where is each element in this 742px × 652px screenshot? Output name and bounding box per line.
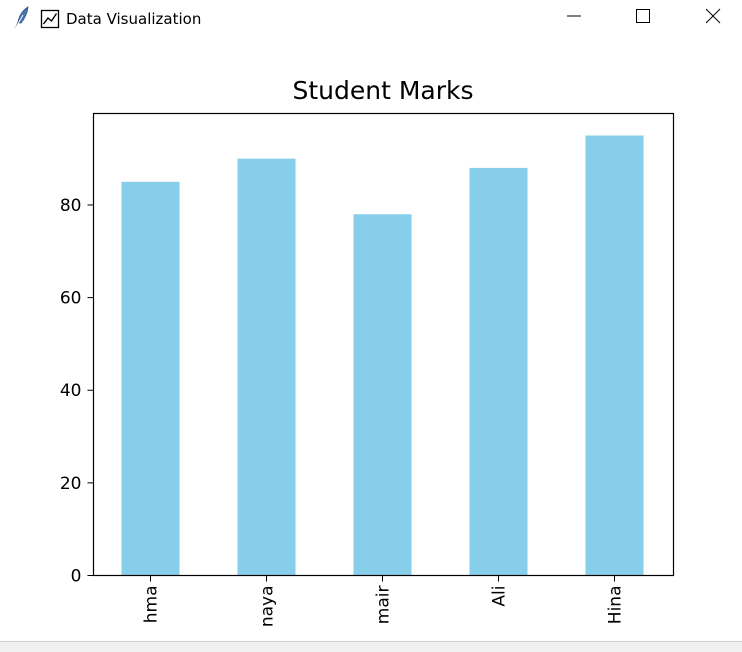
bar-hma (121, 181, 180, 576)
plot-frame (92, 112, 675, 577)
maximize-icon (635, 8, 651, 28)
chart-title: Student Marks (292, 76, 473, 105)
bar-hina (585, 135, 644, 576)
y-tick-label: 60 (60, 289, 82, 309)
chart-line-icon (40, 9, 60, 29)
chart-canvas: Student Marks 0 20 40 60 80 hma naya mair Ali Hi… (0, 38, 742, 641)
x-tick-label: mair (374, 586, 394, 625)
bar-mair (353, 214, 412, 576)
close-button[interactable] (690, 0, 736, 36)
y-tick-label: 40 (60, 381, 82, 401)
x-tick-label: Hina (606, 586, 626, 625)
bars-group (121, 135, 644, 576)
feather-icon (12, 6, 30, 30)
bar-ali (469, 167, 528, 576)
maximize-button[interactable] (620, 0, 666, 36)
x-tick-label: Ali (490, 586, 510, 607)
x-tick-label: hma (142, 586, 162, 624)
minimize-icon (566, 8, 582, 28)
y-tick-label: 80 (60, 196, 82, 216)
x-axis: hma naya mair Ali Hina (142, 575, 626, 628)
window-bottom-edge (0, 641, 742, 652)
window-titlebar: Data Visualization (0, 0, 742, 38)
y-tick-label: 0 (71, 567, 82, 587)
close-icon (705, 8, 721, 28)
y-axis: 0 20 40 60 80 (60, 196, 94, 587)
window-title-text: Data Visualization (66, 10, 202, 28)
x-tick-label: naya (258, 586, 278, 628)
y-tick-label: 20 (60, 474, 82, 494)
minimize-button[interactable] (551, 0, 597, 36)
bar-chart: Student Marks 0 20 40 60 80 hma naya mair Ali Hi… (60, 76, 675, 628)
bar-naya (237, 158, 296, 576)
window-title: Data Visualization (40, 8, 201, 30)
